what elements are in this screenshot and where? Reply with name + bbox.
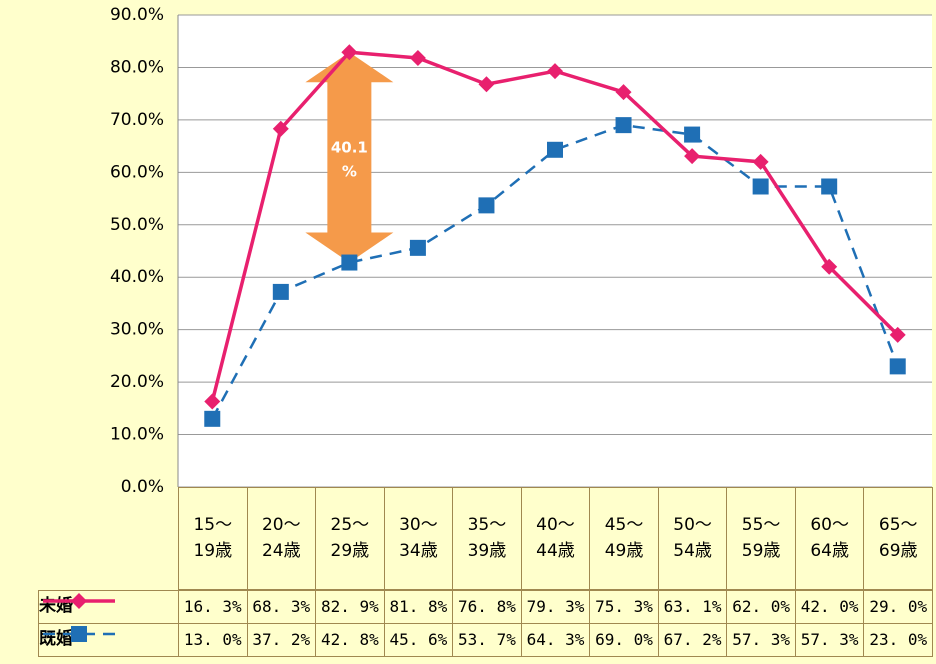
annotation: 40.1% xyxy=(331,138,368,180)
data-label: 45. 6% xyxy=(383,623,454,657)
y-tick-label: 90.0% xyxy=(110,5,164,25)
category-label: 55～ 59歳 xyxy=(726,487,796,590)
category-label: 35～ 39歳 xyxy=(452,487,522,590)
legend-marker xyxy=(71,593,87,609)
series-line xyxy=(211,123,899,420)
data-label: 68. 3% xyxy=(246,590,317,624)
legend-swatch xyxy=(43,626,115,642)
category-label: 50～ 54歳 xyxy=(657,487,728,590)
category-label: 65～ 69歳 xyxy=(863,487,933,590)
legend-swatch xyxy=(43,593,115,609)
annotation-line: % xyxy=(342,162,357,180)
data-label: 75. 3% xyxy=(589,590,659,624)
data-label: 62. 0% xyxy=(726,590,796,624)
y-tick-label: 40.0% xyxy=(110,267,164,287)
point xyxy=(752,178,769,195)
data-label: 79. 3% xyxy=(520,590,591,624)
point xyxy=(547,63,563,80)
data-label: 57. 3% xyxy=(794,623,865,657)
data-label: 37. 2% xyxy=(246,623,317,657)
point xyxy=(272,283,289,300)
point xyxy=(684,148,701,165)
y-tick-label: 20.0% xyxy=(110,372,164,392)
data-label: 82. 9% xyxy=(315,590,385,624)
data-label: 64. 3% xyxy=(520,623,591,657)
y-tick-label: 80.0% xyxy=(110,57,164,77)
annotation-line: 40.1 xyxy=(331,138,368,156)
category-label: 30～ 34歳 xyxy=(383,487,454,590)
data-label: 76. 8% xyxy=(452,590,522,624)
category-label: 15～ 19歳 xyxy=(178,487,248,590)
category-label: 20～ 24歳 xyxy=(246,487,317,590)
data-label: 29. 0% xyxy=(863,590,933,624)
point xyxy=(478,197,495,214)
plot-area xyxy=(178,15,932,487)
point xyxy=(204,410,221,427)
category-label: 45～ 49歳 xyxy=(589,487,659,590)
y-tick-label: 50.0% xyxy=(110,215,164,235)
legend-cell: 未婚 xyxy=(38,590,179,624)
point xyxy=(889,358,906,375)
category-label: 25～ 29歳 xyxy=(315,487,385,590)
point xyxy=(341,44,358,61)
data-label: 13. 0% xyxy=(178,623,248,657)
point xyxy=(752,153,769,170)
data-label: 57. 3% xyxy=(726,623,796,657)
point xyxy=(409,239,426,256)
legend-marker xyxy=(71,626,87,642)
arrow xyxy=(305,52,394,263)
point xyxy=(478,76,495,93)
point xyxy=(821,258,838,275)
data-label: 53. 7% xyxy=(452,623,522,657)
category-label: 40～ 44歳 xyxy=(520,487,591,590)
point xyxy=(547,141,563,158)
point xyxy=(341,254,358,271)
y-tick-label: 70.0% xyxy=(110,110,164,130)
data-label: 63. 1% xyxy=(657,590,728,624)
point xyxy=(409,50,426,67)
data-label: 69. 0% xyxy=(589,623,659,657)
point xyxy=(615,117,632,134)
point xyxy=(889,326,906,343)
point xyxy=(204,393,221,410)
data-label: 16. 3% xyxy=(178,590,248,624)
data-label: 23. 0% xyxy=(863,623,933,657)
data-label: 42. 0% xyxy=(794,590,865,624)
y-tick-label: 60.0% xyxy=(110,162,164,182)
point xyxy=(272,120,289,137)
legend-cell: 既婚 xyxy=(38,623,179,657)
y-tick-label: 0.0% xyxy=(121,477,164,497)
point xyxy=(821,178,838,195)
y-tick-label: 10.0% xyxy=(110,425,164,445)
y-tick-label: 30.0% xyxy=(110,320,164,340)
data-label: 67. 2% xyxy=(657,623,728,657)
data-label: 42. 8% xyxy=(315,623,385,657)
point xyxy=(615,84,632,101)
point xyxy=(684,126,701,143)
category-label: 60～ 64歳 xyxy=(794,487,865,590)
data-label: 81. 8% xyxy=(383,590,454,624)
